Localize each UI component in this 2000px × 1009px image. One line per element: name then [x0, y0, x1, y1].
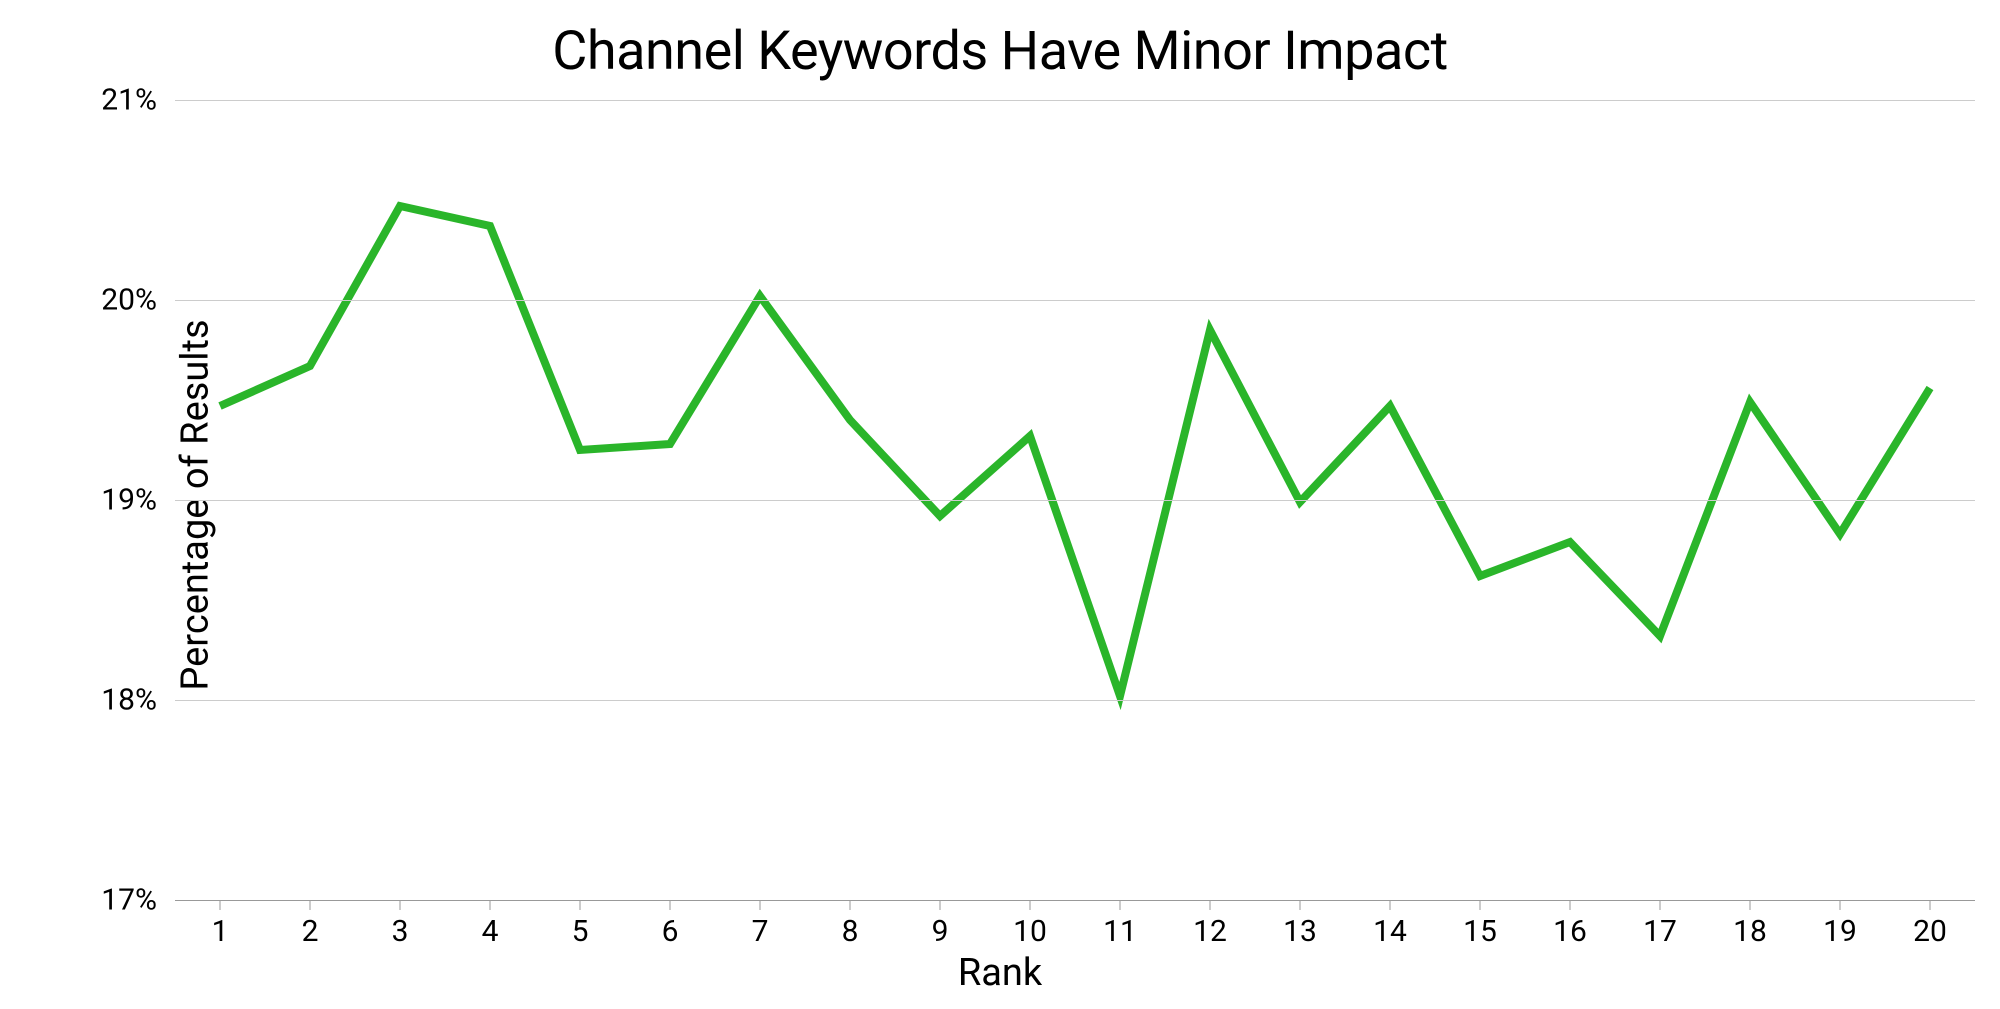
x-tick-label: 17	[1643, 914, 1677, 949]
x-tick-label: 12	[1193, 914, 1227, 949]
gridline	[175, 100, 1975, 101]
chart-title: Channel Keywords Have Minor Impact	[0, 20, 2000, 83]
x-tick-mark	[1030, 900, 1031, 910]
chart-container: Channel Keywords Have Minor Impact Perce…	[0, 0, 2000, 1009]
plot-area: 17%18%19%20%21%1234567891011121314151617…	[175, 100, 1975, 900]
x-tick-mark	[400, 900, 401, 910]
x-tick-mark	[1750, 900, 1751, 910]
x-tick-mark	[760, 900, 761, 910]
x-tick-mark	[1570, 900, 1571, 910]
x-tick-mark	[1120, 900, 1121, 910]
x-tick-label: 13	[1283, 914, 1317, 949]
x-tick-label: 3	[392, 914, 409, 949]
x-tick-label: 2	[302, 914, 319, 949]
x-tick-label: 18	[1733, 914, 1767, 949]
x-tick-label: 11	[1103, 914, 1137, 949]
x-tick-label: 4	[482, 914, 499, 949]
y-tick-label: 17%	[101, 883, 157, 918]
x-tick-mark	[1480, 900, 1481, 910]
x-tick-label: 10	[1013, 914, 1047, 949]
x-tick-mark	[1840, 900, 1841, 910]
x-tick-mark	[580, 900, 581, 910]
x-tick-mark	[670, 900, 671, 910]
x-tick-label: 16	[1553, 914, 1587, 949]
gridline	[175, 900, 1975, 901]
x-tick-mark	[1660, 900, 1661, 910]
gridline	[175, 300, 1975, 301]
y-tick-label: 18%	[101, 683, 157, 718]
y-tick-label: 20%	[101, 283, 157, 318]
x-tick-label: 19	[1823, 914, 1857, 949]
gridline	[175, 500, 1975, 501]
x-tick-label: 9	[932, 914, 949, 949]
x-tick-label: 7	[752, 914, 769, 949]
x-axis-title: Rank	[0, 951, 2000, 995]
x-tick-mark	[310, 900, 311, 910]
gridline	[175, 700, 1975, 701]
y-tick-label: 19%	[101, 483, 157, 518]
x-tick-label: 5	[572, 914, 589, 949]
x-tick-label: 14	[1373, 914, 1407, 949]
y-tick-label: 21%	[101, 83, 157, 118]
x-tick-mark	[940, 900, 941, 910]
data-line	[220, 206, 1930, 696]
x-tick-mark	[1390, 900, 1391, 910]
x-tick-label: 8	[842, 914, 859, 949]
x-tick-mark	[1930, 900, 1931, 910]
x-tick-mark	[1300, 900, 1301, 910]
x-tick-mark	[1210, 900, 1211, 910]
x-tick-mark	[850, 900, 851, 910]
x-tick-label: 1	[212, 914, 229, 949]
x-tick-label: 6	[662, 914, 679, 949]
x-tick-label: 15	[1463, 914, 1497, 949]
x-tick-mark	[220, 900, 221, 910]
x-tick-mark	[490, 900, 491, 910]
x-tick-label: 20	[1913, 914, 1947, 949]
